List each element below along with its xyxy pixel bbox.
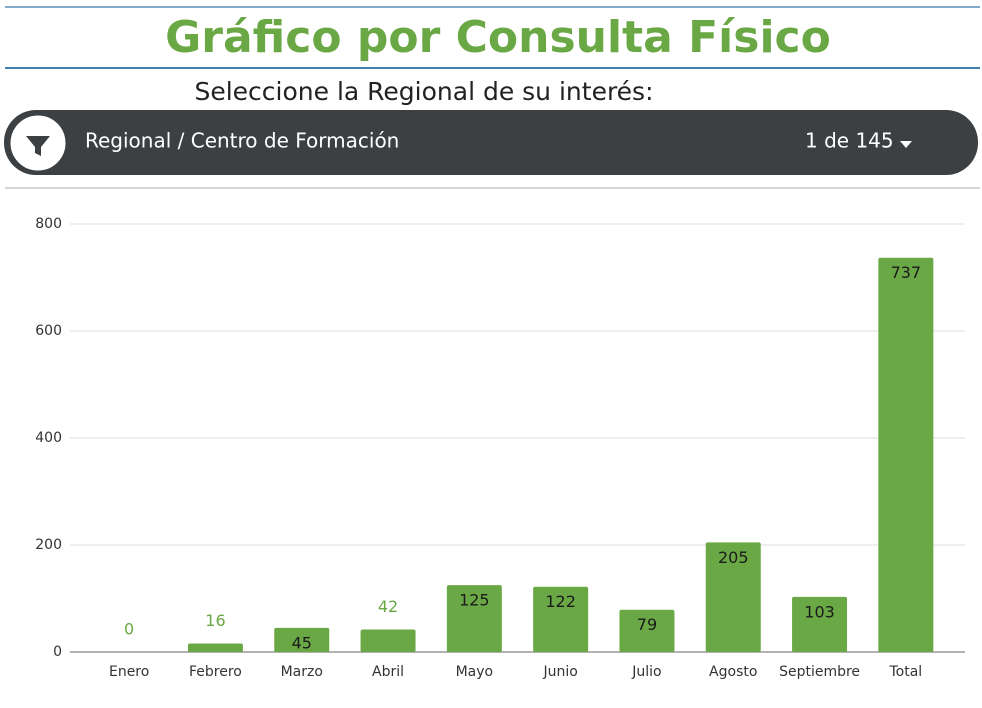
- value-label: 42: [378, 597, 398, 616]
- x-tick-label: Julio: [631, 664, 661, 680]
- filter-bar[interactable]: [4, 110, 978, 175]
- bar: [446, 585, 502, 652]
- bar: [533, 586, 589, 652]
- value-label: 103: [804, 602, 835, 621]
- filter-icon[interactable]: [26, 136, 50, 156]
- value-label: 737: [891, 263, 922, 282]
- bar: [619, 609, 675, 652]
- x-tick-label: Abril: [372, 664, 404, 680]
- bar: [187, 643, 243, 652]
- bar: [360, 629, 416, 652]
- value-label: 122: [545, 592, 576, 611]
- value-label: 125: [459, 591, 490, 610]
- x-tick-label: Agosto: [709, 664, 757, 680]
- subtitle: Seleccione la Regional de su interés:: [194, 77, 653, 106]
- y-tick-label: 800: [35, 216, 62, 232]
- y-tick-label: 400: [35, 430, 62, 446]
- y-tick-label: 200: [35, 537, 62, 553]
- filter-value[interactable]: 1 de 145: [805, 129, 894, 153]
- value-label: 16: [205, 611, 225, 630]
- dropdown-caret[interactable]: [900, 141, 912, 148]
- bar: [878, 257, 934, 652]
- x-tick-label: Febrero: [189, 664, 242, 680]
- value-label: 0: [124, 620, 134, 639]
- chart: 0 200 400 600 800 Enero 0 Febrero 16 Marzo 45 Abril…: [35, 216, 965, 680]
- filter-label[interactable]: Regional / Centro de Formación: [85, 129, 399, 153]
- page-title: Gráfico por Consulta Físico: [165, 12, 831, 63]
- y-tick-label: 600: [35, 323, 62, 339]
- value-label: 79: [637, 615, 657, 634]
- x-tick-label: Junio: [542, 664, 577, 680]
- x-tick-label: Enero: [109, 664, 149, 680]
- value-label: 45: [292, 633, 312, 652]
- value-label: 205: [718, 548, 749, 567]
- x-tick-label: Marzo: [281, 664, 323, 680]
- bar: [705, 542, 761, 652]
- filter-control[interactable]: Regional / Centro de Formación 1 de 145: [4, 110, 978, 175]
- y-tick-label: 0: [53, 644, 62, 660]
- bar: [792, 596, 848, 652]
- bar: [274, 627, 330, 652]
- x-tick-label: Total: [888, 664, 922, 680]
- x-tick-label: Septiembre: [779, 664, 860, 680]
- x-tick-label: Mayo: [456, 664, 494, 680]
